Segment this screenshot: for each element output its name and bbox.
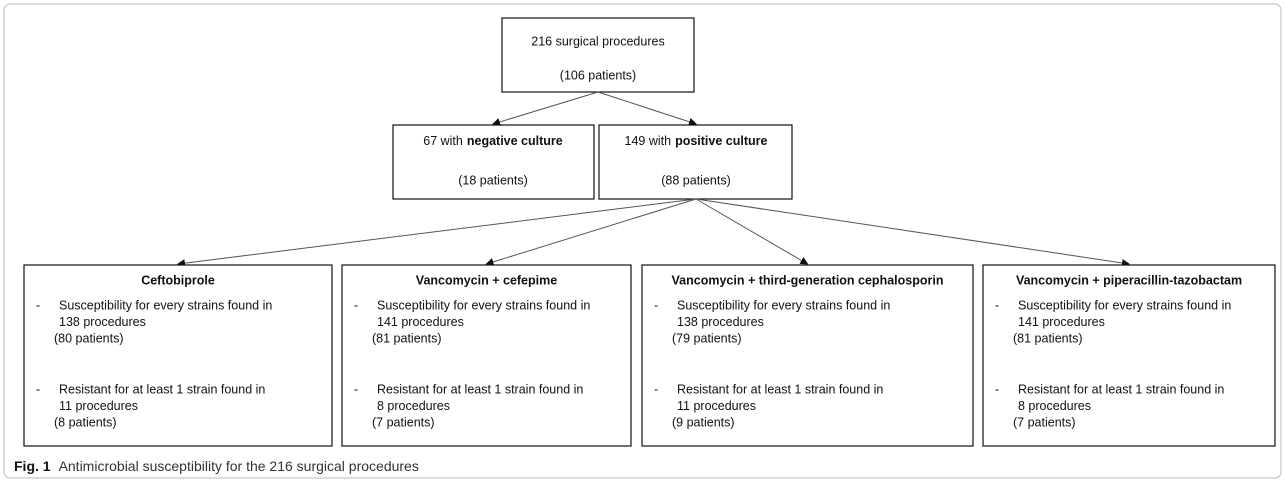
figure-border bbox=[3, 3, 1282, 479]
arrow bbox=[695, 198, 809, 265]
negative-label: 67 with negative culture bbox=[423, 134, 563, 148]
regimen-box bbox=[23, 264, 333, 447]
item-line: (7 patients) bbox=[372, 415, 435, 429]
bullet: - bbox=[995, 298, 999, 312]
bullet: - bbox=[354, 298, 358, 312]
arrow bbox=[485, 198, 697, 266]
regimen-box bbox=[982, 264, 1276, 447]
item-line: 8 procedures bbox=[377, 399, 450, 413]
regimen-title: Vancomycin + third-generation cephalospo… bbox=[672, 273, 944, 287]
negative-emphasis: negative culture bbox=[467, 134, 563, 148]
item-line: Resistant for at least 1 strain found in bbox=[59, 382, 265, 396]
positive-prefix: 149 with bbox=[625, 134, 672, 148]
item-line: (81 patients) bbox=[1013, 331, 1082, 345]
arrow bbox=[695, 198, 1130, 267]
item-line: Resistant for at least 1 strain found in bbox=[1018, 382, 1224, 396]
regimen-title: Ceftobiprole bbox=[141, 273, 215, 287]
item-line: (79 patients) bbox=[672, 331, 741, 345]
positive-label: 149 with positive culture bbox=[625, 134, 768, 148]
negative-box bbox=[392, 124, 595, 200]
item-line: Susceptibility for every strains found i… bbox=[1018, 298, 1231, 312]
regimen-title: Vancomycin + cefepime bbox=[416, 273, 557, 287]
regimen-title: Vancomycin + piperacillin-tazobactam bbox=[1016, 273, 1242, 287]
item-line: Resistant for at least 1 strain found in bbox=[677, 382, 883, 396]
regimen-box bbox=[641, 264, 974, 447]
item-line: 8 procedures bbox=[1018, 399, 1091, 413]
negative-prefix: 67 with bbox=[423, 134, 463, 148]
regimen-box bbox=[341, 264, 632, 447]
item-line: (81 patients) bbox=[372, 331, 441, 345]
bullet: - bbox=[354, 382, 358, 396]
item-line: (8 patients) bbox=[54, 415, 117, 429]
item-line: (9 patients) bbox=[672, 415, 735, 429]
caption: Fig. 1 Antimicrobial susceptibility for t… bbox=[14, 458, 419, 474]
item-line: Susceptibility for every strains found i… bbox=[377, 298, 590, 312]
arrow bbox=[597, 91, 697, 126]
top-line: 216 surgical procedures bbox=[531, 34, 664, 48]
bullet: - bbox=[36, 298, 40, 312]
item-line: 11 procedures bbox=[59, 399, 138, 413]
item-line: 141 procedures bbox=[377, 315, 464, 329]
item-line: 138 procedures bbox=[677, 315, 764, 329]
caption-text: Antimicrobial susceptibility for the 216… bbox=[59, 458, 419, 474]
positive-patients: (88 patients) bbox=[661, 173, 730, 187]
arrow bbox=[492, 91, 599, 126]
arrow bbox=[177, 198, 697, 268]
caption-label: Fig. 1 bbox=[14, 458, 51, 474]
negative-patients: (18 patients) bbox=[458, 173, 527, 187]
bullet: - bbox=[654, 382, 658, 396]
item-line: 138 procedures bbox=[59, 315, 146, 329]
item-line: (7 patients) bbox=[1013, 415, 1076, 429]
item-line: Resistant for at least 1 strain found in bbox=[377, 382, 583, 396]
bullet: - bbox=[36, 382, 40, 396]
top-patients: (106 patients) bbox=[560, 68, 636, 82]
item-line: (80 patients) bbox=[54, 331, 123, 345]
item-line: 141 procedures bbox=[1018, 315, 1105, 329]
positive-emphasis: positive culture bbox=[675, 134, 767, 148]
item-line: Susceptibility for every strains found i… bbox=[59, 298, 272, 312]
item-line: 11 procedures bbox=[677, 399, 756, 413]
item-line: Susceptibility for every strains found i… bbox=[677, 298, 890, 312]
bullet: - bbox=[654, 298, 658, 312]
bullet: - bbox=[995, 382, 999, 396]
